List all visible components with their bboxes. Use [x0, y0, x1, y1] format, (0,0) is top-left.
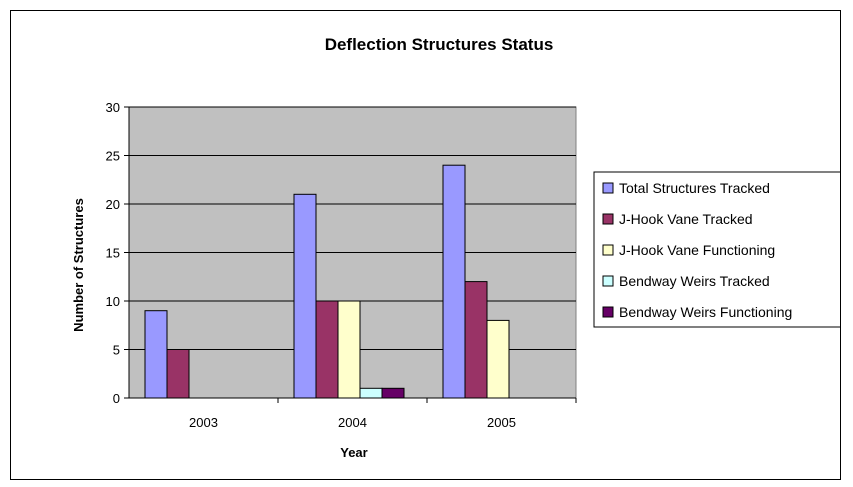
bar	[486, 319, 510, 399]
y-tick-label: 0	[113, 391, 120, 406]
legend-label: Bendway Weirs Tracked	[619, 273, 770, 289]
x-tick-label: 2004	[338, 415, 367, 430]
y-tick-label: 10	[106, 294, 120, 309]
legend-swatch	[602, 275, 614, 287]
legend-swatch	[602, 213, 614, 225]
legend-label: Bendway Weirs Functioning	[619, 304, 792, 320]
bar	[315, 300, 339, 399]
bar	[166, 349, 190, 399]
y-tick-label: 30	[106, 100, 120, 115]
y-axis-title: Number of Structures	[71, 198, 86, 332]
legend-swatch	[602, 182, 614, 194]
y-tick-label: 25	[106, 149, 120, 164]
bar	[381, 387, 405, 399]
bar	[293, 193, 317, 399]
chart-area: Deflection Structures Status 0 5 10 15 20 25 3…	[10, 10, 850, 480]
y-tick-label: 20	[106, 197, 120, 212]
bar	[464, 281, 488, 399]
legend: Total Structures Tracked J-Hook Vane Trac…	[593, 171, 850, 328]
chart-title: Deflection Structures Status	[325, 35, 554, 54]
x-tick-label: 2005	[487, 415, 516, 430]
legend-swatch	[602, 244, 614, 256]
legend-label: J-Hook Vane Functioning	[619, 242, 775, 258]
legend-label: J-Hook Vane Tracked	[619, 211, 753, 227]
x-axis-title: Year	[340, 445, 367, 460]
legend-label: Total Structures Tracked	[619, 180, 770, 196]
y-tick-label: 15	[106, 246, 120, 261]
chart-svg: Deflection Structures Status 0 5 10 15 20 25 3…	[71, 35, 850, 460]
legend-swatch	[602, 306, 614, 318]
bar	[337, 300, 361, 399]
legend-box	[593, 171, 850, 328]
x-tick-label: 2003	[189, 415, 218, 430]
bar	[144, 310, 168, 399]
plot-area: 0 5 10 15 20 25 30 2003 2004 2005	[106, 100, 577, 430]
y-tick-label: 5	[113, 343, 120, 358]
bar	[359, 387, 383, 399]
bar	[442, 164, 466, 399]
